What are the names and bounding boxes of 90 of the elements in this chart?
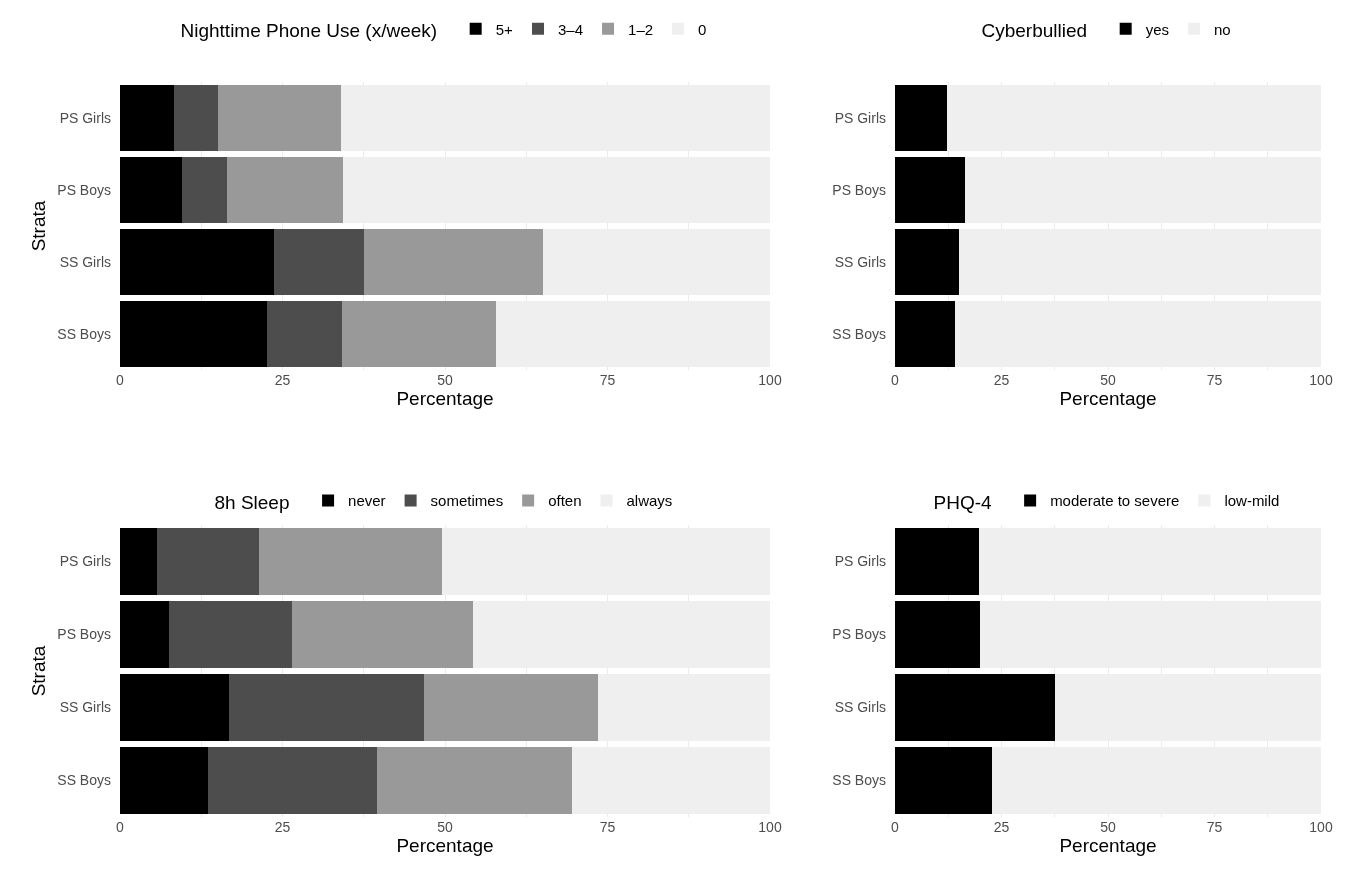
y-tick-label: SS Boys xyxy=(832,772,886,789)
bar xyxy=(120,228,275,296)
legend-label: always xyxy=(626,492,673,510)
x-tick-label: 100 xyxy=(1309,372,1333,388)
bar xyxy=(259,527,443,596)
legend-label: often xyxy=(548,492,582,510)
bar xyxy=(895,527,980,596)
y-tick-label: SS Boys xyxy=(57,325,111,342)
legend-label: never xyxy=(348,492,386,510)
bar xyxy=(120,300,267,368)
x-tick-label: 0 xyxy=(891,819,900,835)
y-tick-label: PS Girls xyxy=(834,553,886,570)
bar xyxy=(364,228,544,296)
x-tick-label: 75 xyxy=(1206,819,1223,835)
y-tick-label: SS Boys xyxy=(57,772,111,789)
legend-label: sometimes xyxy=(430,492,504,510)
y-tick-label: PS Boys xyxy=(57,181,111,198)
bar xyxy=(895,673,1056,742)
bar xyxy=(157,527,260,596)
x-tick-label: 75 xyxy=(1206,372,1223,388)
y-tick-label: PS Boys xyxy=(832,181,886,198)
bar xyxy=(120,156,183,224)
x-tick-label: 0 xyxy=(116,372,125,388)
bar xyxy=(895,746,993,815)
y-tick-label: PS Boys xyxy=(57,626,111,643)
x-axis-title: Percentage xyxy=(1059,835,1157,856)
y-tick-label: SS Girls xyxy=(59,699,111,716)
bar xyxy=(341,300,497,368)
bar xyxy=(207,746,377,815)
x-tick-label: 50 xyxy=(437,819,453,835)
legend-label: no xyxy=(1214,20,1231,38)
bar xyxy=(120,673,229,742)
bar xyxy=(895,300,956,368)
bar xyxy=(173,84,219,152)
bar xyxy=(895,228,959,296)
legend-label: 3–4 xyxy=(558,20,584,38)
bar xyxy=(120,600,170,669)
bar xyxy=(895,156,966,224)
x-tick-label: 100 xyxy=(758,819,782,835)
legend-label: 1–2 xyxy=(628,20,654,38)
x-tick-label: 100 xyxy=(758,372,782,388)
y-axis-title: Strata xyxy=(28,200,50,252)
bar xyxy=(218,84,341,152)
x-tick-label: 0 xyxy=(116,819,125,835)
bar xyxy=(226,156,343,224)
bar xyxy=(169,600,292,669)
x-tick-label: 100 xyxy=(1309,819,1333,835)
x-tick-label: 75 xyxy=(599,819,616,835)
bar xyxy=(291,600,473,669)
legend-label: 5+ xyxy=(495,20,514,38)
x-tick-label: 25 xyxy=(274,819,291,835)
y-tick-label: SS Girls xyxy=(834,253,886,270)
x-tick-label: 25 xyxy=(993,819,1010,835)
bar xyxy=(228,673,425,742)
x-tick-label: 50 xyxy=(1100,372,1116,388)
y-tick-label: SS Girls xyxy=(59,253,111,270)
y-tick-label: PS Girls xyxy=(834,109,886,126)
y-tick-label: PS Boys xyxy=(832,626,886,643)
bar xyxy=(895,600,981,669)
x-tick-label: 25 xyxy=(274,372,291,388)
x-axis-title: Percentage xyxy=(396,835,494,856)
bar xyxy=(120,746,208,815)
bar xyxy=(182,156,227,224)
y-tick-label: SS Boys xyxy=(832,325,886,342)
legend-label: 0 xyxy=(698,20,707,38)
y-tick-label: PS Girls xyxy=(59,553,111,570)
bar xyxy=(120,527,158,596)
y-axis-title: Strata xyxy=(28,645,50,697)
x-tick-label: 50 xyxy=(1100,819,1116,835)
legend-title: Cyberbullied xyxy=(981,20,1098,42)
x-axis-title: Percentage xyxy=(396,388,494,409)
bar xyxy=(424,673,598,742)
bar xyxy=(895,84,947,152)
legend-title: Nighttime Phone Use (x/week) xyxy=(180,20,448,42)
x-axis-title: Percentage xyxy=(1059,388,1157,409)
legend-label: moderate to severe xyxy=(1050,492,1180,510)
legend-label: low-mild xyxy=(1224,492,1280,510)
bar xyxy=(376,746,572,815)
x-tick-label: 50 xyxy=(437,372,453,388)
bar xyxy=(266,300,342,368)
y-tick-label: SS Girls xyxy=(834,699,886,716)
bar xyxy=(120,84,174,152)
bar xyxy=(274,228,365,296)
legend-title: 8h Sleep xyxy=(214,491,301,513)
x-tick-label: 75 xyxy=(599,372,616,388)
legend-label: yes xyxy=(1145,20,1170,38)
legend-title: PHQ-4 xyxy=(933,491,1003,513)
x-tick-label: 0 xyxy=(891,372,900,388)
x-tick-label: 25 xyxy=(993,372,1010,388)
y-tick-label: PS Girls xyxy=(59,109,111,126)
